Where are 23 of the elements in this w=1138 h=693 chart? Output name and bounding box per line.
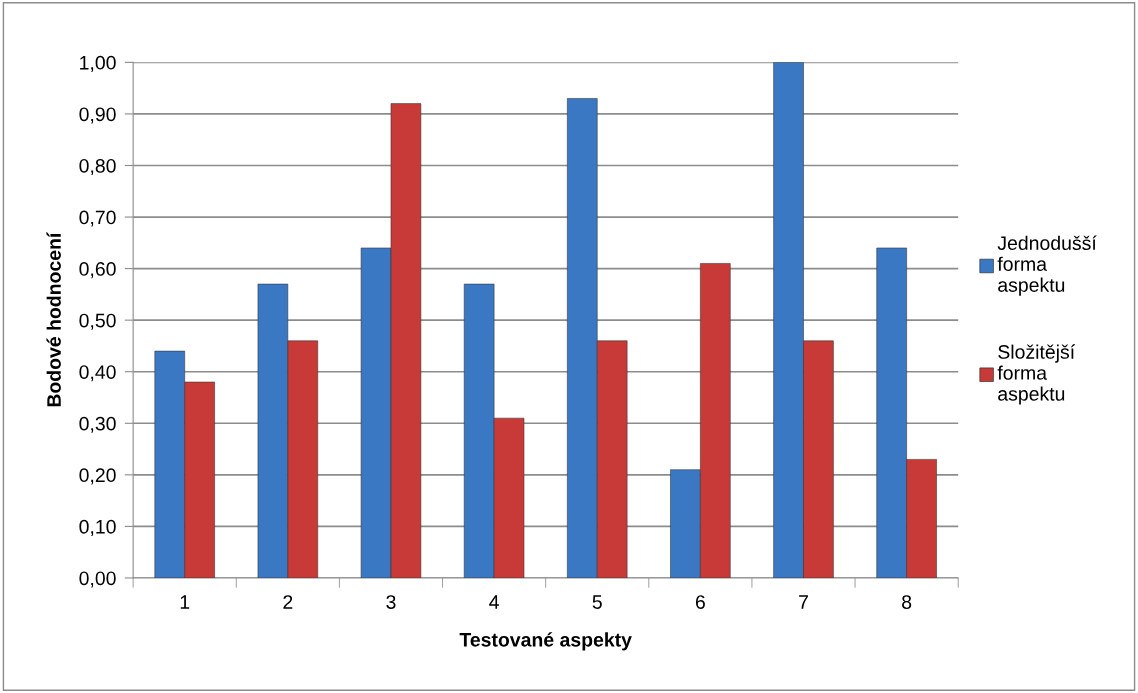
y-tick-label: 0,10 bbox=[79, 519, 116, 536]
x-tick-label: 5 bbox=[592, 595, 602, 609]
x-tick-label: 4 bbox=[489, 595, 499, 609]
x-axis-title: Testované aspekty bbox=[459, 632, 632, 651]
legend-label: Složitější forma aspektu bbox=[997, 344, 1076, 405]
y-tick-label: 0,40 bbox=[79, 365, 116, 382]
y-tick-label: 1,00 bbox=[80, 55, 116, 72]
y-tick-label: 0,30 bbox=[79, 416, 116, 433]
y-tick-label: 0,60 bbox=[79, 262, 116, 279]
y-tick-label: 0,20 bbox=[79, 468, 116, 485]
y-tick-label: 0,80 bbox=[79, 158, 116, 176]
y-tick-label: 0,00 bbox=[79, 571, 116, 588]
x-tick-label: 3 bbox=[386, 595, 396, 609]
x-tick-label: 8 bbox=[902, 595, 912, 609]
y-tick-label: 0,50 bbox=[79, 313, 116, 330]
y-tick-label: 0,70 bbox=[79, 210, 116, 227]
y-tick-label: 0,90 bbox=[79, 107, 116, 124]
x-tick-label: 2 bbox=[283, 595, 293, 609]
x-tick-label: 1 bbox=[180, 595, 190, 609]
x-tick-label: 7 bbox=[799, 595, 808, 609]
x-tick-label: 6 bbox=[695, 595, 705, 609]
legend-label: Jednodušší forma aspektu bbox=[997, 235, 1097, 296]
y-axis-title: Bodové hodnocení bbox=[46, 232, 61, 407]
